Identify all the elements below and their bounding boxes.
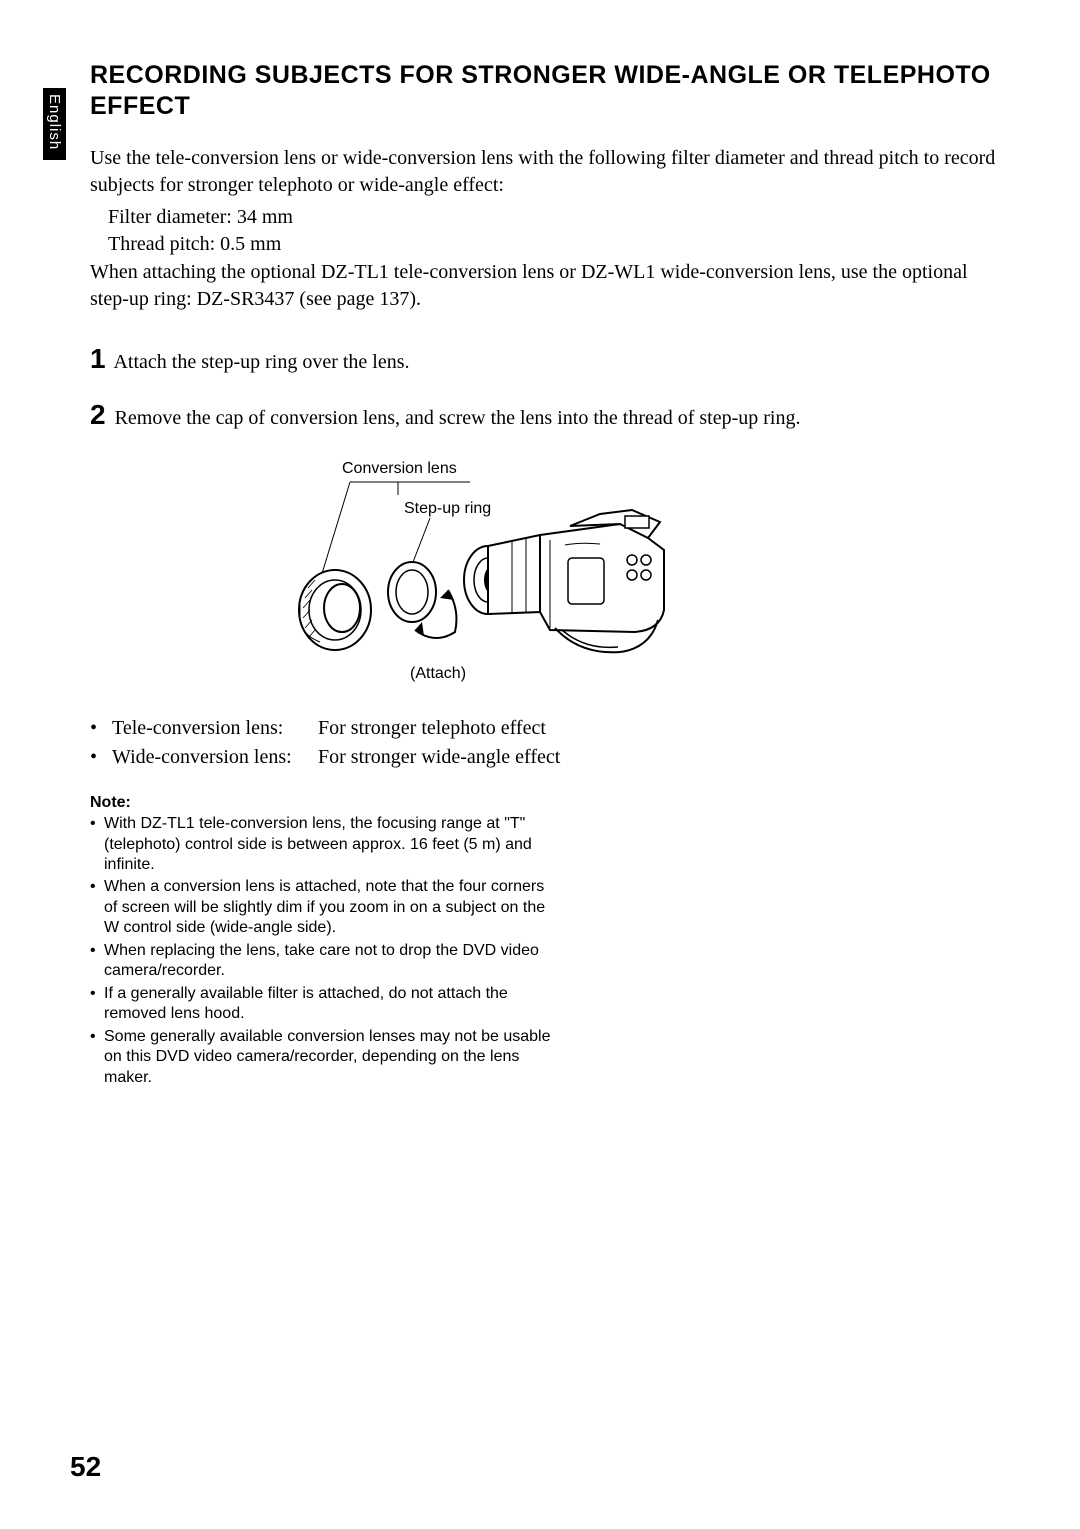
note-item: • If a generally available filter is att…	[90, 984, 560, 1025]
note-text: Some generally available conversion lens…	[104, 1027, 560, 1088]
note-text: If a generally available filter is attac…	[104, 984, 560, 1025]
attach-note: When attaching the optional DZ-TL1 tele-…	[90, 259, 1010, 314]
page-number: 52	[70, 1451, 101, 1483]
bullet-icon: •	[90, 877, 104, 938]
bullet-icon: •	[90, 814, 104, 875]
step-2-number: 2	[90, 399, 106, 430]
list-item: • Tele-conversion lens: For stronger tel…	[90, 714, 1010, 743]
list-item: • Wide-conversion lens: For stronger wid…	[90, 743, 1010, 772]
spec-filter-diameter: Filter diameter: 34 mm	[90, 204, 1010, 232]
step-1-number: 1	[90, 343, 106, 374]
bullet-icon: •	[90, 941, 104, 982]
step-2: 2 Remove the cap of conversion lens, and…	[90, 394, 1010, 436]
note-item: • With DZ-TL1 tele-conversion lens, the …	[90, 814, 560, 875]
lens-effect-label: Wide-conversion lens:	[112, 743, 318, 772]
bullet-icon: •	[90, 743, 112, 772]
note-list: • With DZ-TL1 tele-conversion lens, the …	[90, 814, 560, 1088]
note-text: With DZ-TL1 tele-conversion lens, the fo…	[104, 814, 560, 875]
note-text: When replacing the lens, take care not t…	[104, 941, 560, 982]
figure-lens-attachment: Conversion lens Step-up ring (Attach)	[280, 460, 720, 690]
note-item: • Some generally available conversion le…	[90, 1027, 560, 1088]
note-item: • When a conversion lens is attached, no…	[90, 877, 560, 938]
note-heading: Note:	[90, 794, 1010, 812]
camera-diagram-icon	[280, 460, 720, 690]
step-1: 1 Attach the step-up ring over the lens.	[90, 338, 1010, 380]
lens-effect-label: Tele-conversion lens:	[112, 714, 318, 743]
bullet-icon: •	[90, 984, 104, 1025]
lens-effect-desc: For stronger wide-angle effect	[318, 743, 560, 772]
step-1-text: Attach the step-up ring over the lens.	[113, 351, 409, 373]
step-2-text: Remove the cap of conversion lens, and s…	[115, 407, 801, 429]
intro-paragraph: Use the tele-conversion lens or wide-con…	[90, 145, 1010, 200]
bullet-icon: •	[90, 714, 112, 743]
section-title: RECORDING SUBJECTS FOR STRONGER WIDE-ANG…	[90, 60, 1010, 123]
page-content: RECORDING SUBJECTS FOR STRONGER WIDE-ANG…	[0, 0, 1080, 1529]
spec-thread-pitch: Thread pitch: 0.5 mm	[90, 231, 1010, 259]
note-item: • When replacing the lens, take care not…	[90, 941, 560, 982]
note-text: When a conversion lens is attached, note…	[104, 877, 560, 938]
bullet-icon: •	[90, 1027, 104, 1088]
lens-effect-list: • Tele-conversion lens: For stronger tel…	[90, 714, 1010, 772]
lens-effect-desc: For stronger telephoto effect	[318, 714, 546, 743]
